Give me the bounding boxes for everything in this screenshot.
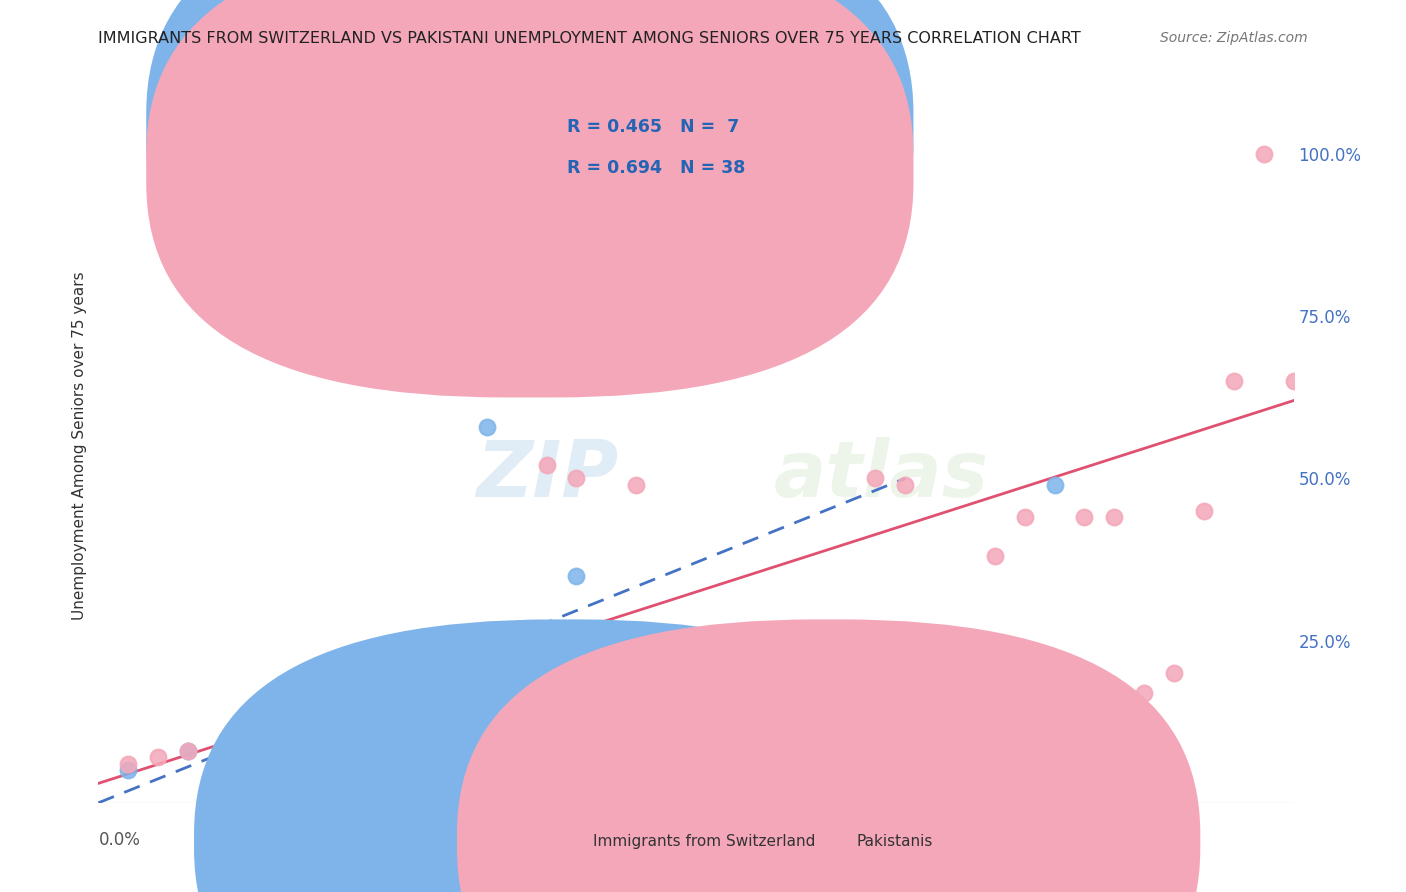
Point — [148, 750, 170, 764]
Point — [1163, 666, 1185, 681]
Point — [1102, 711, 1125, 725]
Point — [1073, 510, 1095, 524]
Point — [745, 666, 768, 681]
Point — [297, 718, 319, 732]
Point — [326, 744, 349, 758]
Point — [624, 478, 647, 492]
Text: R = 0.465   N =  7: R = 0.465 N = 7 — [567, 118, 740, 136]
Point — [177, 744, 200, 758]
Point — [117, 756, 139, 771]
FancyBboxPatch shape — [194, 619, 938, 892]
Point — [416, 711, 439, 725]
Point — [1133, 685, 1156, 699]
Point — [1192, 504, 1215, 518]
Point — [983, 549, 1005, 564]
Point — [536, 458, 558, 473]
FancyBboxPatch shape — [146, 0, 914, 357]
Point — [1043, 478, 1066, 492]
Text: R = 0.694   N = 38: R = 0.694 N = 38 — [567, 159, 745, 177]
Point — [207, 750, 229, 764]
Point — [267, 738, 290, 752]
Point — [475, 419, 498, 434]
Point — [1014, 510, 1036, 524]
Point — [1222, 374, 1246, 388]
FancyBboxPatch shape — [457, 619, 1201, 892]
Text: Pakistanis: Pakistanis — [856, 834, 932, 849]
Point — [775, 679, 797, 693]
Point — [416, 731, 439, 745]
Point — [446, 711, 468, 725]
Text: Immigrants from Switzerland: Immigrants from Switzerland — [593, 834, 815, 849]
Point — [446, 673, 468, 687]
Point — [655, 705, 678, 719]
Point — [745, 698, 768, 713]
Y-axis label: Unemployment Among Seniors over 75 years: Unemployment Among Seniors over 75 years — [72, 272, 87, 620]
Point — [297, 731, 319, 745]
Point — [565, 568, 588, 582]
FancyBboxPatch shape — [481, 93, 845, 203]
Point — [685, 685, 707, 699]
Point — [385, 738, 409, 752]
Point — [506, 724, 529, 739]
Point — [894, 478, 917, 492]
Point — [924, 673, 946, 687]
Point — [207, 750, 229, 764]
Point — [745, 698, 768, 713]
Point — [356, 718, 378, 732]
Point — [565, 471, 588, 485]
Text: IMMIGRANTS FROM SWITZERLAND VS PAKISTANI UNEMPLOYMENT AMONG SENIORS OVER 75 YEAR: IMMIGRANTS FROM SWITZERLAND VS PAKISTANI… — [98, 31, 1081, 46]
Point — [1043, 698, 1066, 713]
Text: ZIP: ZIP — [477, 436, 619, 513]
Point — [894, 789, 917, 804]
Point — [834, 679, 856, 693]
Point — [177, 744, 200, 758]
Point — [1102, 510, 1125, 524]
Text: Source: ZipAtlas.com: Source: ZipAtlas.com — [1160, 31, 1308, 45]
Point — [236, 756, 259, 771]
Point — [267, 738, 290, 752]
Point — [1253, 147, 1275, 161]
Point — [385, 724, 409, 739]
Text: 0.0%: 0.0% — [98, 831, 141, 849]
FancyBboxPatch shape — [146, 0, 914, 398]
Point — [236, 744, 259, 758]
Point — [863, 471, 886, 485]
Point — [655, 692, 678, 706]
Point — [356, 738, 378, 752]
Point — [117, 764, 139, 778]
Point — [1282, 374, 1305, 388]
Point — [475, 666, 498, 681]
Text: atlas: atlas — [773, 436, 988, 513]
